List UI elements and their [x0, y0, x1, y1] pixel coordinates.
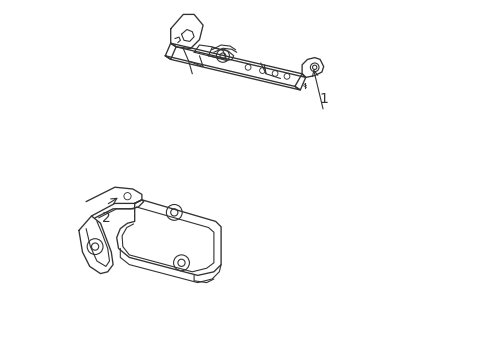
Text: 2: 2: [102, 211, 110, 225]
Text: 1: 1: [319, 92, 327, 106]
